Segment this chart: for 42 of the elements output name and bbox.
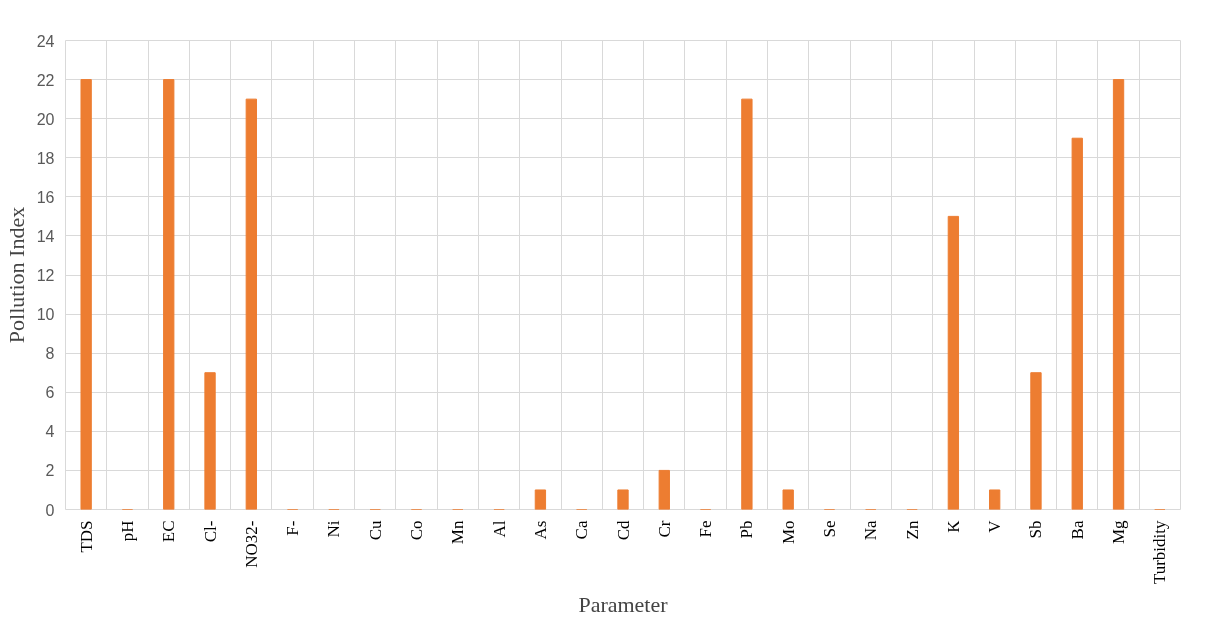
y-axis-title: Pollution Index (3, 206, 29, 344)
y-tick-label: 22 (36, 71, 55, 89)
x-tick-label: V (985, 519, 1005, 533)
x-tick-label: Cl- (200, 520, 220, 543)
x-tick-label: Al (489, 520, 509, 538)
x-tick-label: Cr (654, 520, 674, 538)
x-tick-label: F- (283, 520, 303, 536)
y-tick-label: 20 (36, 110, 55, 128)
x-axis-title: Parameter (578, 592, 669, 618)
x-tick-label: Zn (902, 520, 922, 540)
y-tick-label: 12 (36, 267, 55, 284)
x-tick-label: Mo (778, 520, 798, 545)
x-tick-label: EC (159, 520, 179, 543)
y-tick-label: 8 (45, 345, 55, 363)
x-tick-label: Mn (448, 520, 468, 545)
y-tick-label: 24 (36, 32, 55, 50)
x-tick-label: Fe (696, 520, 716, 538)
x-tick-label: pH (117, 520, 137, 542)
x-tick-label: Se (819, 520, 839, 538)
x-tick-label: K (943, 519, 963, 533)
y-tick-label: 14 (36, 227, 55, 245)
x-tick-label: Ni (324, 520, 344, 538)
x-tick-label: Ba (1067, 520, 1087, 540)
y-tick-label: 16 (36, 188, 55, 206)
x-tick-label: Na (861, 520, 881, 541)
x-tick-label: TDS (76, 520, 96, 553)
x-tick-label: As (530, 520, 550, 540)
x-tick-label: Mg (1109, 520, 1129, 545)
y-tick-label: 4 (45, 423, 55, 441)
y-tick-label: 2 (45, 462, 55, 480)
y-tick-label: 10 (36, 306, 55, 324)
y-tick-label: 6 (45, 384, 55, 402)
x-tick-label: Ca (572, 520, 592, 540)
x-tick-label: Cu (365, 520, 385, 541)
x-tick-label: Pb (737, 520, 757, 539)
x-tick-label: Turbidity (1150, 520, 1170, 585)
x-tick-label: Sb (1026, 520, 1046, 539)
x-tick-label: Cd (613, 520, 633, 541)
x-tick-label: Co (407, 520, 427, 541)
y-tick-label: 0 (45, 501, 55, 519)
y-tick-label: 18 (36, 149, 55, 167)
x-tick-label: NO32- (241, 520, 261, 568)
